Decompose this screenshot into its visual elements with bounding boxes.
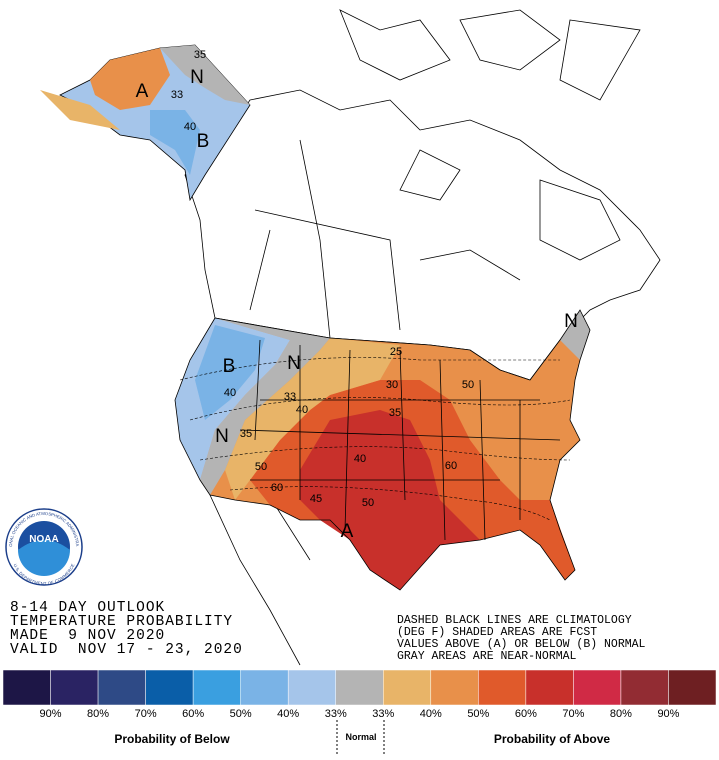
legend-swatch — [50, 669, 99, 706]
svg-text:NATIONAL OCEANIC AND ATMOSPHER: NATIONAL OCEANIC AND ATMOSPHERIC ADMINIS… — [0, 0, 80, 547]
map-label: B — [197, 131, 210, 152]
legend-swatch — [145, 669, 194, 706]
map-label: 40 — [224, 387, 236, 399]
legend-tick-label: 70% — [562, 708, 584, 720]
notes: DASHED BLACK LINES ARE CLIMATOLOGY (DEG … — [397, 614, 646, 663]
map-label: 60 — [271, 482, 283, 494]
title-line: TEMPERATURE PROBABILITY — [10, 614, 233, 630]
legend-tick-label: 50% — [467, 708, 489, 720]
legend-above: Probability of Above — [494, 732, 611, 746]
map-label: 30 — [386, 379, 398, 391]
legend-swatch — [287, 669, 336, 706]
legend-swatch — [2, 669, 51, 706]
logo-text: NOAA — [29, 534, 58, 545]
legend-tick-label: 80% — [87, 708, 109, 720]
legend-swatch — [430, 669, 479, 706]
map-label: 50 — [462, 379, 474, 391]
title-line: 8-14 DAY OUTLOOK — [10, 600, 165, 616]
legend-tick-label: 33% — [372, 708, 394, 720]
basemap — [184, 9, 661, 666]
legend-normal: Normal — [345, 732, 376, 742]
map-label: N — [215, 426, 229, 447]
map-label: 50 — [255, 461, 267, 473]
map-label: 25 — [390, 346, 402, 358]
legend-swatch — [573, 669, 622, 706]
legend-swatch — [478, 669, 527, 706]
map-labels: A N B 33 40 35 B N 40 33 40 N 35 50 60 4… — [136, 49, 578, 542]
legend: Probability of Below Normal Probability … — [2, 669, 717, 755]
legend-tick-label: 33% — [325, 708, 347, 720]
map-label: 33 — [284, 391, 296, 403]
title-line: MADE 9 NOV 2020 — [10, 628, 165, 644]
map-label: 60 — [445, 460, 457, 472]
map-label: 50 — [362, 497, 374, 509]
legend-swatch — [525, 669, 574, 706]
logo-ring: NATIONAL OCEANIC AND ATMOSPHERIC ADMINIS… — [0, 0, 80, 547]
note-line: (DEG F) SHADED AREAS ARE FCST — [397, 626, 597, 639]
legend-tick-label: 90% — [40, 708, 62, 720]
map-label: 40 — [296, 404, 308, 416]
map-label: 40 — [354, 453, 366, 465]
map-label: N — [190, 67, 204, 88]
map-label: B — [223, 356, 236, 377]
legend-tick-label: 70% — [135, 708, 157, 720]
legend-swatch — [192, 669, 241, 706]
legend-swatch — [240, 669, 289, 706]
legend-tick-label: 40% — [277, 708, 299, 720]
legend-below: Probability of Below — [114, 732, 230, 746]
map-label: 35 — [240, 428, 252, 440]
alaska — [40, 44, 251, 202]
map-label: N — [287, 353, 301, 374]
map-label: 33 — [171, 89, 183, 101]
map-label: 35 — [194, 49, 206, 61]
legend-swatch — [620, 669, 669, 706]
lower-48 — [174, 309, 591, 591]
legend-swatch — [97, 669, 146, 706]
map-label: A — [136, 81, 149, 102]
legend-swatch — [383, 669, 432, 706]
legend-tick-label: 50% — [230, 708, 252, 720]
map-label: 35 — [389, 407, 401, 419]
legend-tick-label: 90% — [657, 708, 679, 720]
note-line: GRAY AREAS ARE NEAR-NORMAL — [397, 650, 577, 663]
map-label: 45 — [310, 493, 322, 505]
title-line: VALID NOV 17 - 23, 2020 — [10, 642, 243, 658]
note-line: VALUES ABOVE (A) OR BELOW (B) NORMAL — [397, 638, 646, 651]
legend-swatch — [668, 669, 717, 706]
map-label: N — [564, 311, 578, 332]
map-label: A — [341, 521, 354, 542]
legend-tick-label: 80% — [610, 708, 632, 720]
noaa-logo: NOAA NATIONAL OCEANIC AND ATMOSPHERIC AD… — [0, 0, 83, 586]
legend-tick-label: 60% — [515, 708, 537, 720]
legend-tick-label: 60% — [182, 708, 204, 720]
legend-swatch — [335, 669, 384, 706]
note-line: DASHED BLACK LINES ARE CLIMATOLOGY — [397, 614, 632, 627]
title-block: 8-14 DAY OUTLOOK TEMPERATURE PROBABILITY… — [10, 600, 243, 658]
map-label: 40 — [184, 121, 196, 133]
legend-tick-label: 40% — [420, 708, 442, 720]
